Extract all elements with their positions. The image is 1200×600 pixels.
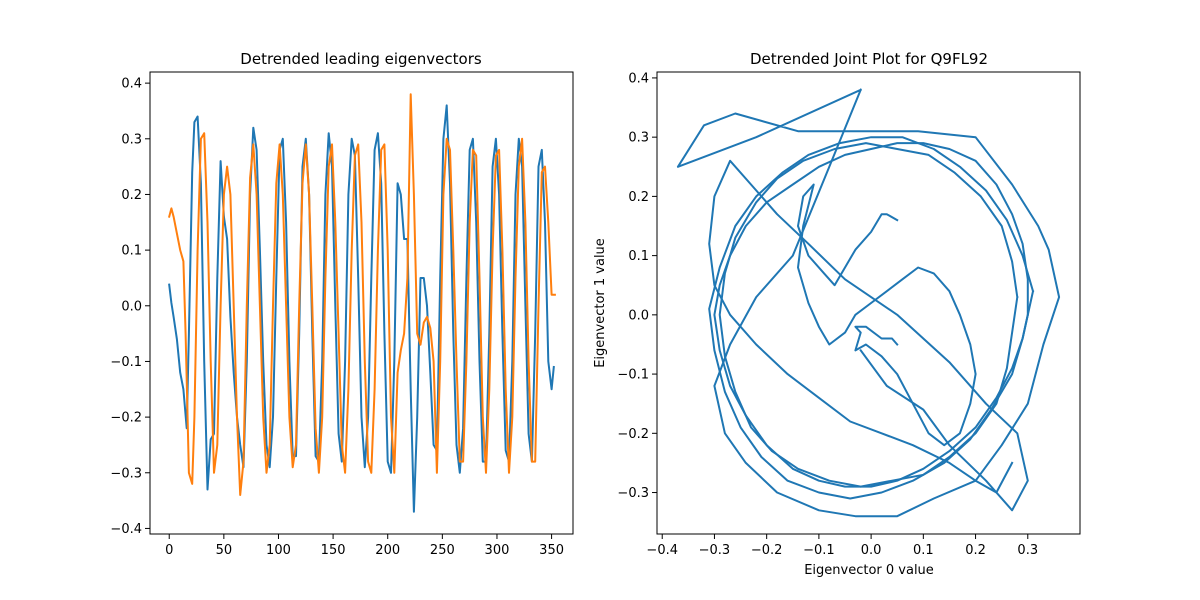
right-chart-series-line-2 bbox=[708, 136, 1035, 500]
left-chart-series-line-0 bbox=[168, 104, 555, 513]
left-chart-x-tick-label: 350 bbox=[539, 543, 564, 558]
right-chart-y-tick-label: 0.4 bbox=[628, 71, 649, 86]
right-chart-y-axis-label: Eigenvector 1 value bbox=[593, 238, 608, 368]
left-chart-x-ticks: 0 50 100 150 200 250 300 350 bbox=[165, 534, 564, 558]
right-chart-x-tick-label: −0.4 bbox=[646, 543, 678, 558]
left-chart-y-tick-label: −0.3 bbox=[110, 466, 142, 481]
right-chart-y-tick-label: −0.3 bbox=[617, 486, 649, 501]
right-chart-y-tick-label: −0.1 bbox=[617, 368, 649, 383]
left-chart: Detrended leading eigenvectors 0 50 100 150… bbox=[110, 50, 574, 558]
right-chart-y-ticks: −0.3 −0.2 −0.1 0.0 0.1 0.2 0.3 0.4 bbox=[617, 71, 657, 501]
left-chart-x-tick-label: 150 bbox=[321, 543, 346, 558]
right-chart-x-tick-label: 0.3 bbox=[1017, 543, 1038, 558]
right-chart-y-tick-label: 0.0 bbox=[628, 308, 649, 323]
left-chart-y-tick-label: 0.3 bbox=[121, 132, 142, 147]
right-chart-series-line-1 bbox=[713, 142, 1029, 488]
left-chart-x-tick-label: 300 bbox=[485, 543, 510, 558]
left-chart-x-tick-label: 50 bbox=[216, 543, 233, 558]
left-chart-y-tick-label: 0.4 bbox=[121, 77, 142, 92]
right-chart-x-tick-label: 0.0 bbox=[861, 543, 882, 558]
left-chart-y-ticks: −0.4 −0.3 −0.2 −0.1 0.0 0.1 0.2 0.3 0.4 bbox=[110, 77, 150, 537]
right-chart-series-line-3 bbox=[718, 142, 1019, 488]
right-chart-series-line-5 bbox=[708, 159, 1029, 512]
left-chart-y-tick-label: 0.0 bbox=[121, 299, 142, 314]
left-chart-series-group bbox=[167, 93, 556, 513]
left-chart-y-tick-label: −0.2 bbox=[110, 411, 142, 426]
right-chart-series-group bbox=[676, 88, 1061, 518]
left-chart-x-tick-label: 100 bbox=[266, 543, 291, 558]
left-chart-x-tick-label: 250 bbox=[430, 543, 455, 558]
left-chart-title: Detrended leading eigenvectors bbox=[240, 50, 482, 68]
left-chart-x-tick-label: 0 bbox=[165, 543, 173, 558]
right-chart-x-tick-label: 0.1 bbox=[913, 543, 934, 558]
left-chart-series-line-1 bbox=[167, 93, 556, 496]
left-chart-frame bbox=[149, 71, 574, 535]
right-chart-title: Detrended Joint Plot for Q9FL92 bbox=[750, 50, 988, 68]
right-chart-x-tick-label: −0.3 bbox=[699, 543, 731, 558]
left-chart-y-tick-label: 0.1 bbox=[121, 244, 142, 259]
right-chart-x-tick-label: −0.1 bbox=[803, 543, 835, 558]
right-chart-frame bbox=[656, 71, 1081, 535]
right-chart-y-tick-label: 0.3 bbox=[628, 131, 649, 146]
left-chart-x-tick-label: 200 bbox=[375, 543, 400, 558]
right-chart-x-tick-label: −0.2 bbox=[751, 543, 783, 558]
right-chart-series-line-0 bbox=[797, 183, 977, 447]
left-chart-y-tick-label: −0.4 bbox=[110, 522, 142, 537]
right-chart-x-tick-label: 0.2 bbox=[965, 543, 986, 558]
left-chart-y-tick-label: 0.2 bbox=[121, 188, 142, 203]
right-chart-series-line-4 bbox=[676, 88, 1061, 518]
right-chart-y-tick-label: 0.1 bbox=[628, 249, 649, 264]
right-chart-y-tick-label: 0.2 bbox=[628, 190, 649, 205]
right-chart-y-tick-label: −0.2 bbox=[617, 427, 649, 442]
right-chart: Detrended Joint Plot for Q9FL92 −0.4 −0.3… bbox=[593, 50, 1081, 578]
left-chart-y-tick-label: −0.1 bbox=[110, 355, 142, 370]
right-chart-x-ticks: −0.4 −0.3 −0.2 −0.1 0.0 0.1 0.2 0.3 bbox=[646, 534, 1038, 558]
right-chart-x-axis-label: Eigenvector 0 value bbox=[804, 563, 934, 578]
